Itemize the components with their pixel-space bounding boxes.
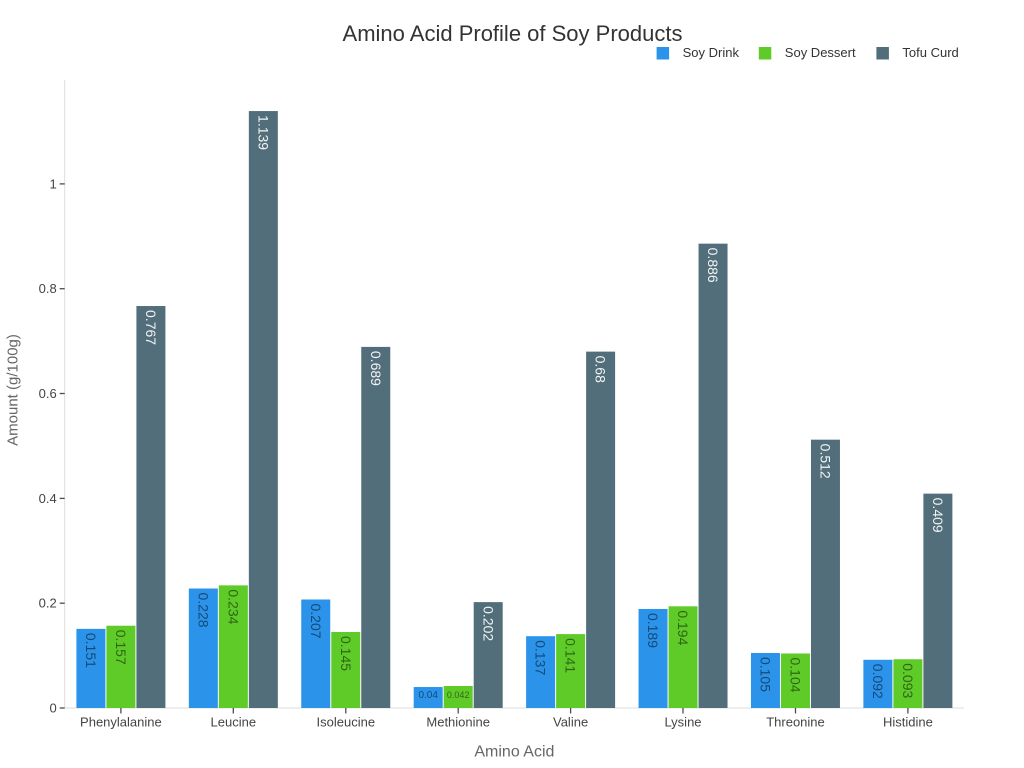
- svg-text:Phenylalanine: Phenylalanine: [80, 715, 162, 730]
- svg-text:Amount (g/100g): Amount (g/100g): [5, 334, 22, 446]
- svg-text:0.189: 0.189: [645, 613, 661, 648]
- svg-text:0.409: 0.409: [930, 498, 946, 533]
- svg-text:0: 0: [49, 701, 56, 716]
- svg-text:0.093: 0.093: [900, 663, 916, 698]
- svg-text:Methionine: Methionine: [426, 715, 490, 730]
- svg-text:0.04: 0.04: [418, 690, 438, 701]
- svg-text:1.139: 1.139: [255, 115, 271, 150]
- svg-text:Leucine: Leucine: [211, 715, 257, 730]
- svg-text:0.512: 0.512: [818, 444, 834, 479]
- svg-text:0.2: 0.2: [39, 596, 57, 611]
- svg-text:0.207: 0.207: [308, 604, 324, 639]
- svg-text:Soy Dessert: Soy Dessert: [785, 45, 856, 60]
- svg-text:0.886: 0.886: [705, 248, 721, 283]
- svg-text:0.151: 0.151: [83, 633, 99, 668]
- svg-text:0.105: 0.105: [758, 657, 774, 692]
- svg-text:0.6: 0.6: [39, 386, 57, 401]
- svg-text:0.228: 0.228: [195, 593, 211, 628]
- svg-text:Valine: Valine: [553, 715, 588, 730]
- svg-text:0.104: 0.104: [788, 657, 804, 692]
- svg-text:Amino Acid Profile of Soy Prod: Amino Acid Profile of Soy Products: [343, 21, 683, 46]
- svg-text:Amino Acid: Amino Acid: [474, 744, 554, 761]
- svg-text:Lysine: Lysine: [664, 715, 701, 730]
- svg-text:1: 1: [49, 176, 56, 191]
- svg-text:0.157: 0.157: [113, 630, 129, 665]
- svg-text:0.202: 0.202: [480, 606, 496, 641]
- svg-text:0.234: 0.234: [225, 589, 241, 624]
- svg-text:Tofu Curd: Tofu Curd: [902, 45, 958, 60]
- svg-text:0.141: 0.141: [563, 638, 579, 673]
- svg-text:Histidine: Histidine: [883, 715, 933, 730]
- svg-text:0.194: 0.194: [675, 610, 691, 645]
- svg-text:0.4: 0.4: [39, 491, 57, 506]
- svg-text:0.767: 0.767: [143, 310, 159, 345]
- svg-text:0.092: 0.092: [870, 664, 886, 699]
- svg-text:0.137: 0.137: [533, 640, 549, 675]
- svg-text:Threonine: Threonine: [766, 715, 825, 730]
- svg-text:Isoleucine: Isoleucine: [317, 715, 376, 730]
- svg-text:0.68: 0.68: [593, 356, 609, 383]
- svg-text:Soy Drink: Soy Drink: [683, 45, 740, 60]
- svg-text:0.689: 0.689: [368, 351, 384, 386]
- svg-text:0.042: 0.042: [447, 690, 470, 700]
- svg-text:0.8: 0.8: [39, 281, 57, 296]
- svg-text:0.145: 0.145: [338, 636, 354, 671]
